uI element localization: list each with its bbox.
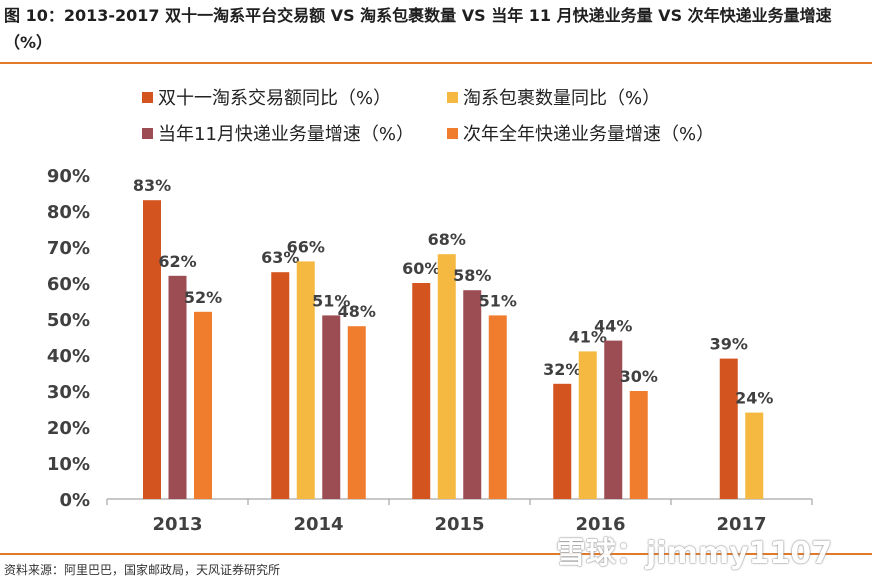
figure-title: 图 10：2013-2017 双十一淘系平台交易额 VS 淘系包裹数量 VS 当… <box>4 6 832 52</box>
y-tick-label: 70% <box>47 238 90 259</box>
bar <box>296 261 315 499</box>
data-label: 41% <box>569 327 607 346</box>
data-label: 83% <box>133 176 171 195</box>
legend-swatch <box>142 92 153 103</box>
y-tick-label: 40% <box>47 346 90 367</box>
bar <box>168 275 187 499</box>
bar <box>271 272 290 499</box>
bar <box>143 200 161 499</box>
data-label: 63% <box>261 248 299 267</box>
bar <box>719 358 738 499</box>
y-tick-label: 20% <box>47 418 90 439</box>
footer-divider <box>0 553 872 555</box>
y-tick-label: 30% <box>47 382 90 403</box>
y-tick-label: 0% <box>59 490 90 511</box>
bar <box>437 254 456 499</box>
data-label: 39% <box>710 335 748 354</box>
data-label: 48% <box>338 302 376 321</box>
x-tick-label: 2015 <box>434 514 484 535</box>
data-label: 24% <box>735 389 773 408</box>
data-label: 51% <box>479 291 517 310</box>
legend-label: 次年全年快递业务量增速（%） <box>463 124 714 145</box>
bar <box>745 412 764 499</box>
data-label: 68% <box>428 230 466 249</box>
data-label: 44% <box>594 317 632 336</box>
data-label: 30% <box>620 367 658 386</box>
y-tick-label: 50% <box>47 310 90 331</box>
data-label: 60% <box>402 259 440 278</box>
bar <box>604 340 623 499</box>
data-label: 62% <box>158 252 196 271</box>
bar <box>578 351 597 499</box>
legend-swatch <box>447 92 458 103</box>
data-label: 58% <box>453 266 491 285</box>
x-tick-label: 2013 <box>152 514 202 535</box>
y-tick-label: 60% <box>47 274 90 295</box>
legend-swatch <box>142 128 153 139</box>
bar <box>553 383 572 499</box>
bar <box>629 391 648 499</box>
source-note: 资料来源：阿里巴巴，国家邮政局，天风证券研究所 <box>4 563 281 577</box>
y-tick-label: 90% <box>47 166 90 187</box>
data-label: 66% <box>287 237 325 256</box>
legend-label: 双十一淘系交易额同比（%） <box>158 88 391 109</box>
data-label: 52% <box>184 288 222 307</box>
bar <box>322 315 341 499</box>
bar <box>488 315 507 499</box>
data-label: 51% <box>312 291 350 310</box>
x-tick-label: 2014 <box>293 514 343 535</box>
legend-label: 当年11月快递业务量增速（%） <box>158 124 414 145</box>
y-tick-label: 10% <box>47 454 90 475</box>
data-label: 32% <box>543 360 581 379</box>
legend-label: 淘系包裹数量同比（%） <box>463 88 660 109</box>
bar <box>194 311 212 499</box>
bar <box>412 283 431 499</box>
x-tick-label: 2016 <box>575 514 625 535</box>
y-tick-label: 80% <box>47 202 90 223</box>
bar <box>463 290 482 499</box>
x-tick-label: 2017 <box>716 514 766 535</box>
header-divider <box>0 62 872 64</box>
watermark: 雪球：jimmy1107 <box>556 536 833 571</box>
legend-swatch <box>447 128 458 139</box>
bar <box>347 326 366 499</box>
